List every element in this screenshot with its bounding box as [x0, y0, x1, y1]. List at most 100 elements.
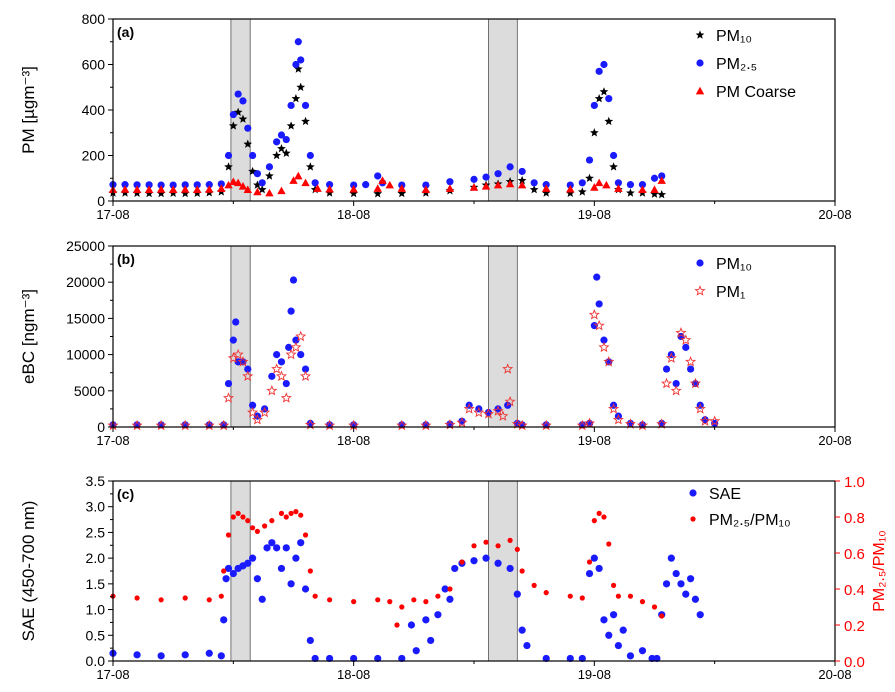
y-tick-label: 800 — [82, 11, 106, 27]
data-point — [243, 185, 252, 193]
data-point — [374, 172, 382, 180]
data-point — [296, 82, 306, 91]
data-point — [312, 593, 318, 599]
data-point — [672, 569, 680, 578]
data-point — [598, 341, 610, 353]
data-point — [206, 597, 212, 603]
y-tick-label: 20000 — [66, 274, 105, 290]
data-point — [603, 356, 615, 367]
data-point — [493, 180, 503, 189]
data-point — [144, 188, 154, 198]
shaded-region — [488, 480, 518, 662]
data-point — [133, 181, 141, 189]
data-point — [567, 593, 573, 599]
data-point — [230, 514, 236, 520]
data-point — [387, 599, 393, 605]
data-point — [397, 188, 407, 198]
data-point — [243, 139, 253, 148]
data-point — [650, 189, 659, 198]
data-point — [228, 121, 238, 130]
data-point — [609, 151, 618, 160]
y-tick-label: 3.5 — [86, 473, 106, 489]
data-point — [120, 185, 130, 193]
data-point — [656, 418, 668, 429]
data-point — [290, 341, 302, 353]
data-point — [232, 318, 240, 326]
data-point — [566, 184, 575, 193]
data-point — [280, 392, 292, 403]
data-point — [293, 64, 303, 73]
data-point — [412, 647, 420, 655]
data-point — [492, 405, 504, 416]
data-point — [659, 613, 665, 619]
data-point — [595, 300, 603, 308]
data-point — [696, 611, 704, 619]
data-point — [589, 128, 599, 137]
data-point — [672, 379, 680, 388]
data-point — [244, 365, 252, 373]
data-point — [543, 590, 549, 596]
data-point — [585, 569, 594, 578]
data-point — [289, 276, 298, 284]
series-2 — [108, 171, 666, 197]
data-point — [660, 377, 673, 389]
data-point — [374, 654, 382, 663]
data-point — [675, 327, 687, 338]
data-point — [694, 403, 706, 414]
data-point — [224, 564, 233, 573]
data-point — [282, 544, 290, 552]
series-1 — [109, 38, 666, 189]
data-point — [595, 564, 603, 573]
data-point — [514, 546, 520, 553]
data-point — [626, 188, 635, 197]
data-point — [221, 568, 227, 574]
data-point — [577, 187, 587, 196]
data-point — [254, 528, 260, 535]
data-point — [378, 176, 387, 184]
y-tick-label: 25000 — [66, 238, 105, 254]
legend-marker — [696, 259, 704, 267]
data-point — [133, 651, 141, 659]
data-point — [238, 182, 248, 190]
data-point — [463, 403, 475, 414]
data-point — [375, 597, 381, 603]
data-point — [473, 406, 485, 418]
data-point — [220, 616, 228, 624]
y-axis-label: SAE (450-700 nm) — [19, 501, 38, 642]
data-point — [205, 185, 214, 193]
data-point — [427, 636, 435, 645]
data-point — [282, 135, 290, 144]
data-point — [593, 273, 601, 281]
data-point — [505, 179, 515, 188]
data-point — [193, 185, 202, 193]
data-point — [662, 580, 671, 588]
data-point — [599, 87, 609, 96]
data-point — [385, 180, 394, 189]
data-point — [590, 554, 598, 562]
data-point — [156, 185, 166, 193]
data-point — [251, 413, 263, 425]
x-tick-label: 19-08 — [578, 433, 611, 448]
data-point — [615, 593, 622, 599]
y-tick-label: 10000 — [66, 347, 105, 363]
y2-tick-label: 0.0 — [844, 654, 865, 671]
data-point — [181, 181, 189, 189]
data-point — [298, 512, 304, 518]
y-tick-label: 15000 — [66, 310, 105, 326]
data-point — [326, 181, 334, 189]
data-point — [301, 178, 310, 187]
data-point — [244, 124, 252, 132]
data-point — [650, 185, 659, 193]
x-tick-label: 20-08 — [818, 433, 851, 448]
data-point — [277, 358, 286, 366]
series-1 — [107, 308, 721, 431]
data-point — [237, 356, 249, 367]
data-point — [650, 174, 659, 182]
legend-label: PM₂.₅/PM₁₀ — [709, 512, 791, 529]
data-point — [158, 597, 164, 603]
data-point — [283, 514, 289, 520]
data-point — [614, 184, 623, 192]
data-point — [411, 597, 417, 603]
data-point — [265, 171, 274, 180]
data-point — [224, 180, 233, 189]
